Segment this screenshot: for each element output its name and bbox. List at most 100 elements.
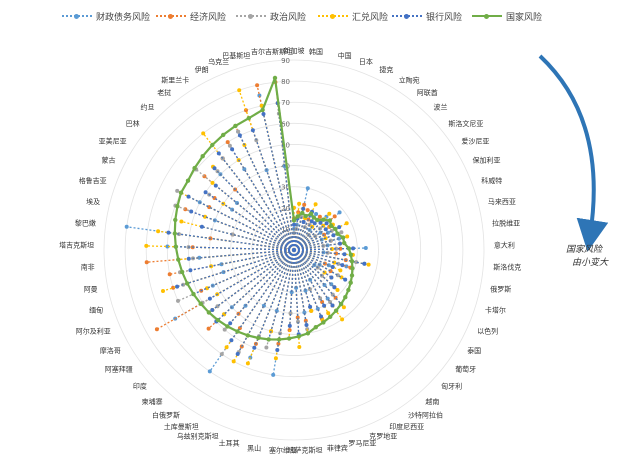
data-point xyxy=(186,194,191,199)
category-label: 以色列 xyxy=(477,326,498,335)
category-label: 新加坡 xyxy=(284,46,305,55)
spoke xyxy=(205,191,295,251)
category-label: 韩国 xyxy=(309,47,323,56)
data-point xyxy=(222,327,227,332)
spoke xyxy=(230,249,295,341)
data-point xyxy=(231,359,236,364)
series-outline xyxy=(173,77,354,341)
data-point xyxy=(227,143,232,148)
data-point xyxy=(340,235,346,240)
data-point xyxy=(176,257,181,262)
spoke xyxy=(289,249,295,326)
category-label: 卡塔尔 xyxy=(485,306,506,315)
category-label: 捷克 xyxy=(379,65,393,74)
data-point xyxy=(313,202,318,207)
data-point xyxy=(213,183,218,188)
category-label: 乌兹别克斯坦 xyxy=(177,431,219,440)
category-label: 阿联酋 xyxy=(417,88,438,97)
category-label: 土库曼斯坦 xyxy=(164,422,199,431)
data-point xyxy=(308,211,314,216)
data-point xyxy=(176,298,180,303)
data-point xyxy=(207,296,212,301)
data-point xyxy=(330,247,334,251)
spoke xyxy=(293,249,335,288)
data-point xyxy=(344,221,349,226)
spoke xyxy=(293,249,308,326)
spoke xyxy=(214,167,295,251)
data-point xyxy=(189,209,194,214)
category-label: 吉尔吉斯斯坦 xyxy=(251,47,293,56)
ring-label: 0 xyxy=(286,247,290,255)
data-point xyxy=(289,290,294,295)
data-point xyxy=(287,323,292,328)
data-point xyxy=(333,308,339,313)
spoke xyxy=(268,249,295,340)
data-point xyxy=(206,326,211,331)
data-point xyxy=(252,345,257,350)
category-label: 巴林 xyxy=(126,119,140,128)
category-label: 白俄罗斯 xyxy=(152,410,180,419)
legend-label: 政治风险 xyxy=(270,12,307,23)
ring-label: 10 xyxy=(281,226,290,234)
data-point xyxy=(338,246,343,251)
data-point xyxy=(301,220,306,224)
series-4 xyxy=(166,101,367,356)
data-point xyxy=(210,180,215,185)
data-point xyxy=(341,305,346,310)
data-point xyxy=(317,214,322,219)
category-label: 塞尔维亚 xyxy=(269,446,297,455)
spoke xyxy=(262,113,295,251)
data-point xyxy=(295,214,300,219)
data-point xyxy=(340,317,345,322)
data-point xyxy=(175,204,180,209)
data-point xyxy=(296,210,301,215)
data-point xyxy=(327,211,332,216)
data-point xyxy=(309,219,314,224)
data-point xyxy=(302,310,307,315)
data-point xyxy=(340,263,345,268)
spoke xyxy=(211,249,295,311)
legend-swatch xyxy=(472,14,502,19)
data-point xyxy=(221,132,226,138)
category-label: 泰国 xyxy=(467,346,481,355)
data-point xyxy=(173,244,178,249)
annotation-line-2: 由小变大 xyxy=(572,258,609,268)
grid-ring xyxy=(209,165,379,335)
data-point xyxy=(161,289,165,293)
data-point xyxy=(286,336,292,341)
data-point xyxy=(261,112,266,116)
data-point xyxy=(296,319,300,324)
category-label: 斯洛文尼亚 xyxy=(448,119,483,128)
data-point xyxy=(192,165,197,171)
data-point xyxy=(144,243,149,248)
data-point xyxy=(175,284,180,289)
spoke xyxy=(176,249,295,288)
legend-label: 银行风险 xyxy=(426,12,463,23)
category-label: 俄罗斯 xyxy=(490,284,511,293)
category-label: 伊朗 xyxy=(195,65,209,74)
data-point xyxy=(230,232,235,237)
data-point xyxy=(246,116,251,121)
data-point xyxy=(210,142,215,148)
data-point xyxy=(321,217,326,222)
data-point xyxy=(166,230,171,235)
data-point xyxy=(291,218,297,223)
data-point xyxy=(330,303,335,308)
category-label: 乌克兰 xyxy=(208,57,229,66)
radar-series xyxy=(124,75,371,377)
legend-item: 经济风险 xyxy=(156,8,226,24)
data-point xyxy=(328,314,333,319)
legend-swatch xyxy=(318,14,348,19)
data-point xyxy=(188,268,193,273)
data-point xyxy=(321,320,326,325)
data-point xyxy=(300,210,305,216)
data-point xyxy=(328,223,334,228)
spoke xyxy=(229,249,295,324)
data-point xyxy=(274,308,279,313)
data-point xyxy=(331,233,336,238)
data-point xyxy=(351,246,356,251)
data-point xyxy=(313,325,318,330)
data-point xyxy=(332,285,337,290)
spoke xyxy=(293,188,309,251)
